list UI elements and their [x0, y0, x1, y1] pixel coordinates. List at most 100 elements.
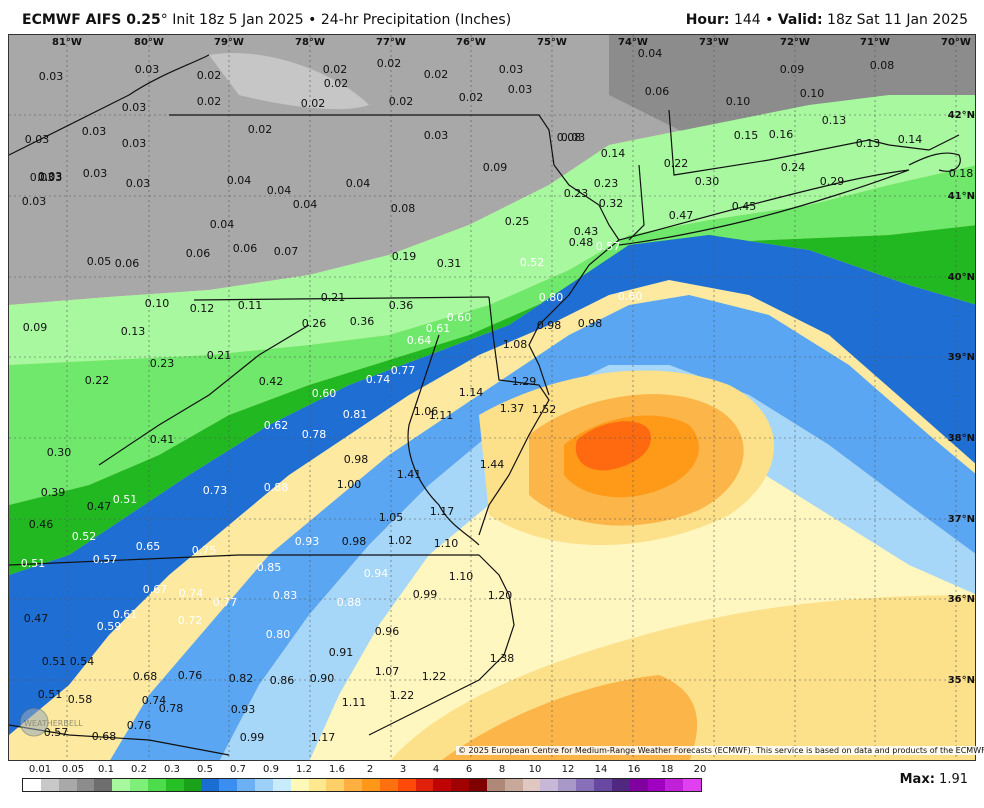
precip-value-label: 0.02 — [324, 77, 349, 90]
band-0.5 — [9, 235, 975, 735]
precip-value-label: 0.68 — [133, 670, 158, 683]
precip-value-label: 0.04 — [346, 177, 371, 190]
legend-swatch — [379, 779, 398, 791]
precip-value-label: 0.78 — [159, 702, 184, 715]
legend-label: 0.2 — [131, 764, 147, 775]
precip-value-label: 0.43 — [574, 225, 599, 238]
precip-value-label: 0.13 — [822, 114, 847, 127]
precip-value-label: 0.47 — [24, 612, 49, 625]
precip-value-label: 1.00 — [337, 478, 362, 491]
legend-swatch — [326, 779, 345, 791]
precip-value-label: 0.09 — [23, 321, 48, 334]
precip-value-label: 0.09 — [780, 63, 805, 76]
va-wv-border — [98, 324, 310, 466]
legend-label: 0.3 — [164, 764, 180, 775]
legend-label: 8 — [498, 764, 506, 775]
legend-swatch — [23, 779, 41, 791]
precip-value-label: 0.03 — [122, 101, 147, 114]
precip-value-label: 0.23 — [564, 187, 589, 200]
legend-swatch — [397, 779, 416, 791]
legend-swatch — [362, 779, 380, 791]
legend-swatch — [219, 779, 238, 791]
legend-label: 0.05 — [61, 764, 85, 775]
lon-label: 74°W — [618, 37, 648, 48]
graticule — [9, 35, 975, 760]
long-island — [618, 169, 910, 246]
legend-label: 0.1 — [98, 764, 114, 775]
precip-value-label: 0.32 — [599, 197, 624, 210]
precip-value-label: 0.58 — [68, 693, 93, 706]
lon-label: 80°W — [134, 37, 164, 48]
legend-swatch — [629, 779, 648, 791]
valid-value: 18z Sat 11 Jan 2025 — [827, 12, 968, 28]
band-0.9 — [220, 365, 975, 760]
legend-swatch — [272, 779, 291, 791]
precip-value-label: 0.02 — [377, 57, 402, 70]
legend-swatch — [254, 779, 273, 791]
chesapeake — [407, 334, 480, 546]
precip-value-label: 0.67 — [143, 583, 168, 596]
precip-value-label: 0.03 — [82, 125, 107, 138]
precip-value-label: 0.08 — [557, 131, 582, 144]
legend-colorbar — [22, 778, 702, 792]
precip-value-label: 0.51 — [38, 688, 63, 701]
great-lakes-shore — [9, 54, 210, 156]
precip-value-label: 0.03 — [38, 170, 63, 183]
precip-value-label: 0.57 — [93, 553, 118, 566]
separator: • — [765, 12, 774, 28]
precip-value-label: 1.17 — [430, 505, 455, 518]
precip-value-label: 0.10 — [726, 95, 751, 108]
valid-label: Valid: — [777, 12, 823, 28]
precip-value-label: 0.03 — [126, 177, 151, 190]
precip-value-label: 0.98 — [537, 319, 562, 332]
init-time: Init 18z 5 Jan 2025 — [172, 12, 304, 28]
precip-value-label: 0.74 — [366, 373, 391, 386]
precip-value-label: 0.06 — [233, 242, 258, 255]
precip-value-label: 0.03 — [135, 63, 160, 76]
precip-value-label: 0.11 — [238, 299, 263, 312]
precip-value-label: 0.03 — [38, 171, 63, 184]
legend-label: 1.6 — [329, 764, 345, 775]
precip-value-label: 0.03 — [424, 129, 449, 142]
precip-value-label: 1.20 — [488, 589, 513, 602]
legend-swatch — [451, 779, 470, 791]
precip-value-label: 1.14 — [459, 386, 484, 399]
lon-label: 73°W — [699, 37, 729, 48]
legend-swatch — [647, 779, 666, 791]
legend-swatch — [237, 779, 255, 791]
legend-label: 2 — [366, 764, 374, 775]
precip-value-label: 0.14 — [601, 147, 626, 160]
legend-label: 3 — [399, 764, 407, 775]
hour-value: 144 — [733, 12, 761, 28]
lat-label: 40°N — [948, 272, 975, 283]
latitude-labels: 42°N 41°N 40°N 39°N 38°N 37°N 36°N 35°N — [948, 110, 975, 686]
precip-value-label: 0.04 — [267, 184, 292, 197]
precip-value-label: 0.60 — [618, 290, 643, 303]
precip-value-label: 1.37 — [500, 402, 525, 415]
precip-value-label: 0.99 — [240, 731, 265, 744]
precip-value-label: 0.77 — [391, 364, 416, 377]
precip-value-label: 0.03 — [499, 63, 524, 76]
precip-value-label: 0.57 — [44, 726, 69, 739]
precip-value-label: 0.99 — [413, 588, 438, 601]
precip-value-label: 0.02 — [323, 63, 348, 76]
precip-value-label: 0.03 — [561, 131, 586, 144]
precip-value-label: 1.29 — [512, 375, 537, 388]
lon-label: 72°W — [780, 37, 810, 48]
precip-value-label: 0.60 — [312, 387, 337, 400]
precip-value-label: 0.02 — [424, 68, 449, 81]
legend-label: 0.7 — [230, 764, 246, 775]
lon-label: 76°W — [456, 37, 486, 48]
precip-value-label: 0.09 — [483, 161, 508, 174]
de-md-coast — [478, 296, 550, 536]
legend-swatch — [486, 779, 505, 791]
legend-swatch — [504, 779, 523, 791]
precip-value-labels: 0.030.03 0.02 0.02 0.020.02 0.030.040.03 0.02… — [21, 47, 974, 744]
precip-value-label: 0.02 — [197, 95, 222, 108]
precip-value-label: 1.07 — [375, 665, 400, 678]
precip-value-label: 1.06 — [414, 405, 439, 418]
lat-label: 37°N — [948, 514, 975, 525]
precip-value-label: 0.74 — [142, 694, 167, 707]
precip-value-label: 0.12 — [190, 302, 215, 315]
precip-value-label: 0.91 — [329, 646, 354, 659]
